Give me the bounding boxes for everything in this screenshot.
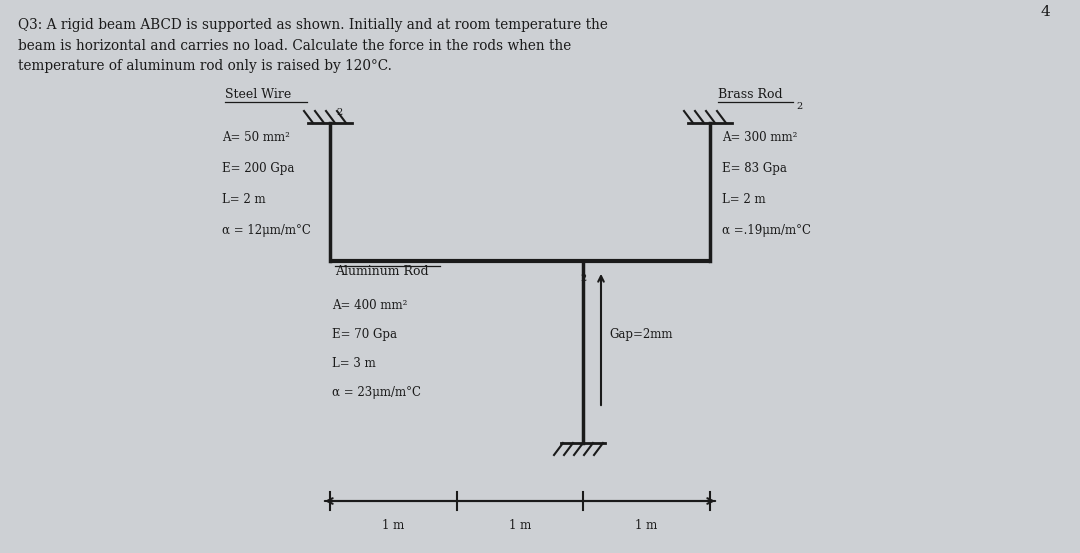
Text: E= 83 Gpa: E= 83 Gpa	[723, 162, 787, 175]
Text: Gap=2mm: Gap=2mm	[609, 328, 673, 341]
Text: α =.19μm/m°C: α =.19μm/m°C	[723, 224, 811, 237]
Text: 2: 2	[580, 274, 586, 283]
Text: 1 m: 1 m	[635, 519, 658, 532]
Text: Brass Rod: Brass Rod	[718, 88, 783, 101]
Text: L= 3 m: L= 3 m	[332, 357, 376, 370]
Text: Aluminum Rod: Aluminum Rod	[335, 265, 429, 278]
Text: 4: 4	[1040, 5, 1050, 19]
Text: A= 300 mm²: A= 300 mm²	[723, 131, 797, 144]
Text: α = 12μm/m°C: α = 12μm/m°C	[222, 224, 311, 237]
Text: E= 200 Gpa: E= 200 Gpa	[222, 162, 295, 175]
Text: α = 23μm/m°C: α = 23μm/m°C	[332, 386, 421, 399]
Text: Steel Wire: Steel Wire	[225, 88, 292, 101]
Text: L= 2 m: L= 2 m	[723, 193, 766, 206]
Text: A= 50 mm²: A= 50 mm²	[222, 131, 289, 144]
Text: Q3: A rigid beam ABCD is supported as shown. Initially and at room temperature t: Q3: A rigid beam ABCD is supported as sh…	[18, 18, 608, 73]
Text: 2: 2	[796, 102, 802, 111]
Text: 2: 2	[336, 108, 342, 117]
Text: A= 400 mm²: A= 400 mm²	[332, 299, 407, 312]
Text: E= 70 Gpa: E= 70 Gpa	[332, 328, 397, 341]
Text: L= 2 m: L= 2 m	[222, 193, 266, 206]
Text: 1 m: 1 m	[509, 519, 531, 532]
Text: 1 m: 1 m	[382, 519, 405, 532]
